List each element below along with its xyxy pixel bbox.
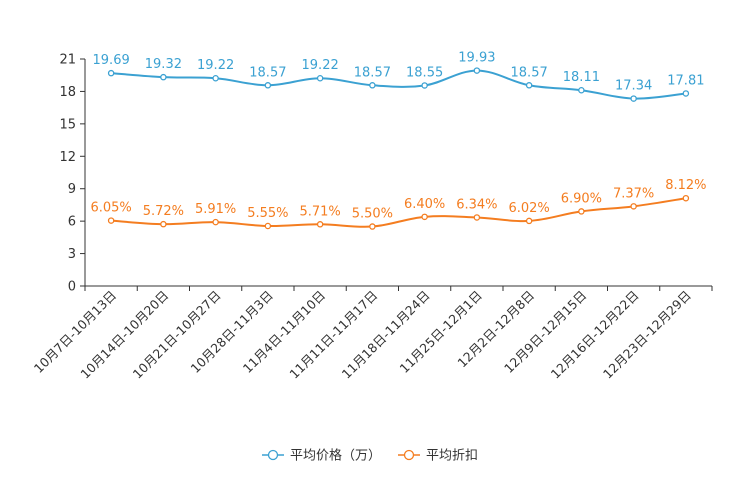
data-point[interactable] <box>682 194 690 202</box>
data-point[interactable] <box>578 86 585 94</box>
data-label: 18.55 <box>406 65 443 80</box>
data-label: 19.32 <box>145 57 182 72</box>
data-label: 6.02% <box>508 201 549 216</box>
data-label: 18.57 <box>249 65 286 80</box>
data-point[interactable] <box>525 217 533 225</box>
data-label: 6.90% <box>561 191 602 206</box>
series-layer: 19.69 19.32 19.22 18.57 19.22 18.57 18.55 19.93… <box>90 51 707 230</box>
data-point[interactable] <box>264 222 272 230</box>
data-point[interactable] <box>473 214 481 221</box>
y-tick-label: 6 <box>68 215 76 230</box>
x-tick-label: 10月21日-10月27日 <box>130 288 224 382</box>
y-tick-label: 9 <box>68 182 76 197</box>
legend[interactable]: 平均价格（万） 平均折扣 <box>262 448 478 464</box>
y-tick-label: 3 <box>68 247 76 262</box>
data-label: 18.57 <box>354 65 391 80</box>
data-label: 19.69 <box>93 53 130 68</box>
data-label: 19.22 <box>302 58 339 73</box>
y-tick-label: 21 <box>59 53 76 68</box>
y-tick-label: 0 <box>68 280 76 295</box>
data-label: 17.81 <box>667 73 704 88</box>
series-0: 19.69 19.32 19.22 18.57 19.22 18.57 18.55 19.93… <box>93 51 704 102</box>
data-point[interactable] <box>578 208 585 215</box>
data-label: 7.37% <box>613 186 654 201</box>
series-line <box>111 69 686 100</box>
data-point[interactable] <box>212 74 219 82</box>
data-point[interactable] <box>682 90 690 97</box>
y-tick-label: 18 <box>59 85 76 100</box>
data-point[interactable] <box>369 82 376 89</box>
x-tick-label: 10月14日-10月20日 <box>77 288 171 382</box>
data-point[interactable] <box>630 95 637 102</box>
data-label: 6.40% <box>404 197 445 212</box>
data-label: 5.72% <box>143 204 184 219</box>
data-label: 6.05% <box>90 201 131 216</box>
data-label: 5.55% <box>247 206 288 221</box>
legend-item-0[interactable]: 平均价格（万） <box>262 448 381 464</box>
data-point[interactable] <box>160 73 167 81</box>
data-point[interactable] <box>316 74 324 82</box>
data-label: 5.50% <box>352 207 393 222</box>
data-label: 18.57 <box>511 65 548 80</box>
data-point[interactable] <box>369 223 376 230</box>
legend-label: 平均折扣 <box>426 449 478 464</box>
y-tick-label: 15 <box>59 117 76 132</box>
legend-item-1[interactable]: 平均折扣 <box>398 449 478 464</box>
legend-marker-icon <box>403 449 415 461</box>
series-line <box>111 197 687 228</box>
data-point[interactable] <box>107 217 115 224</box>
data-point[interactable] <box>525 82 533 89</box>
data-point[interactable] <box>473 67 481 74</box>
x-tick-label: 11月18日-11月24日 <box>339 288 433 382</box>
data-point[interactable] <box>212 218 219 226</box>
legend-marker-icon <box>267 449 279 461</box>
data-point[interactable] <box>160 220 167 228</box>
data-point[interactable] <box>316 221 324 228</box>
data-point[interactable] <box>264 82 272 89</box>
data-point[interactable] <box>421 213 428 221</box>
y-tick-label: 12 <box>59 150 76 165</box>
data-label: 6.34% <box>456 197 497 212</box>
series-1: 6.05% 5.72% 5.91% 5.55% 5.71% 5.50% 6.40% 6.34%… <box>90 178 707 230</box>
data-point[interactable] <box>107 69 115 77</box>
data-label: 8.12% <box>665 178 706 193</box>
data-label: 19.22 <box>197 58 234 73</box>
data-label: 19.93 <box>458 51 495 66</box>
data-label: 5.71% <box>299 204 340 219</box>
x-tick-label: 12月23日-12月29日 <box>600 288 694 382</box>
data-point[interactable] <box>630 203 637 210</box>
data-label: 18.11 <box>563 70 600 85</box>
x-tick-label: 11月11日-11月17日 <box>286 288 380 382</box>
data-label: 5.91% <box>195 202 236 217</box>
data-label: 17.34 <box>615 79 652 94</box>
legend-label: 平均价格（万） <box>290 448 381 464</box>
data-point[interactable] <box>421 82 428 89</box>
x-tick-label: 12月16日-12月22日 <box>548 288 642 382</box>
